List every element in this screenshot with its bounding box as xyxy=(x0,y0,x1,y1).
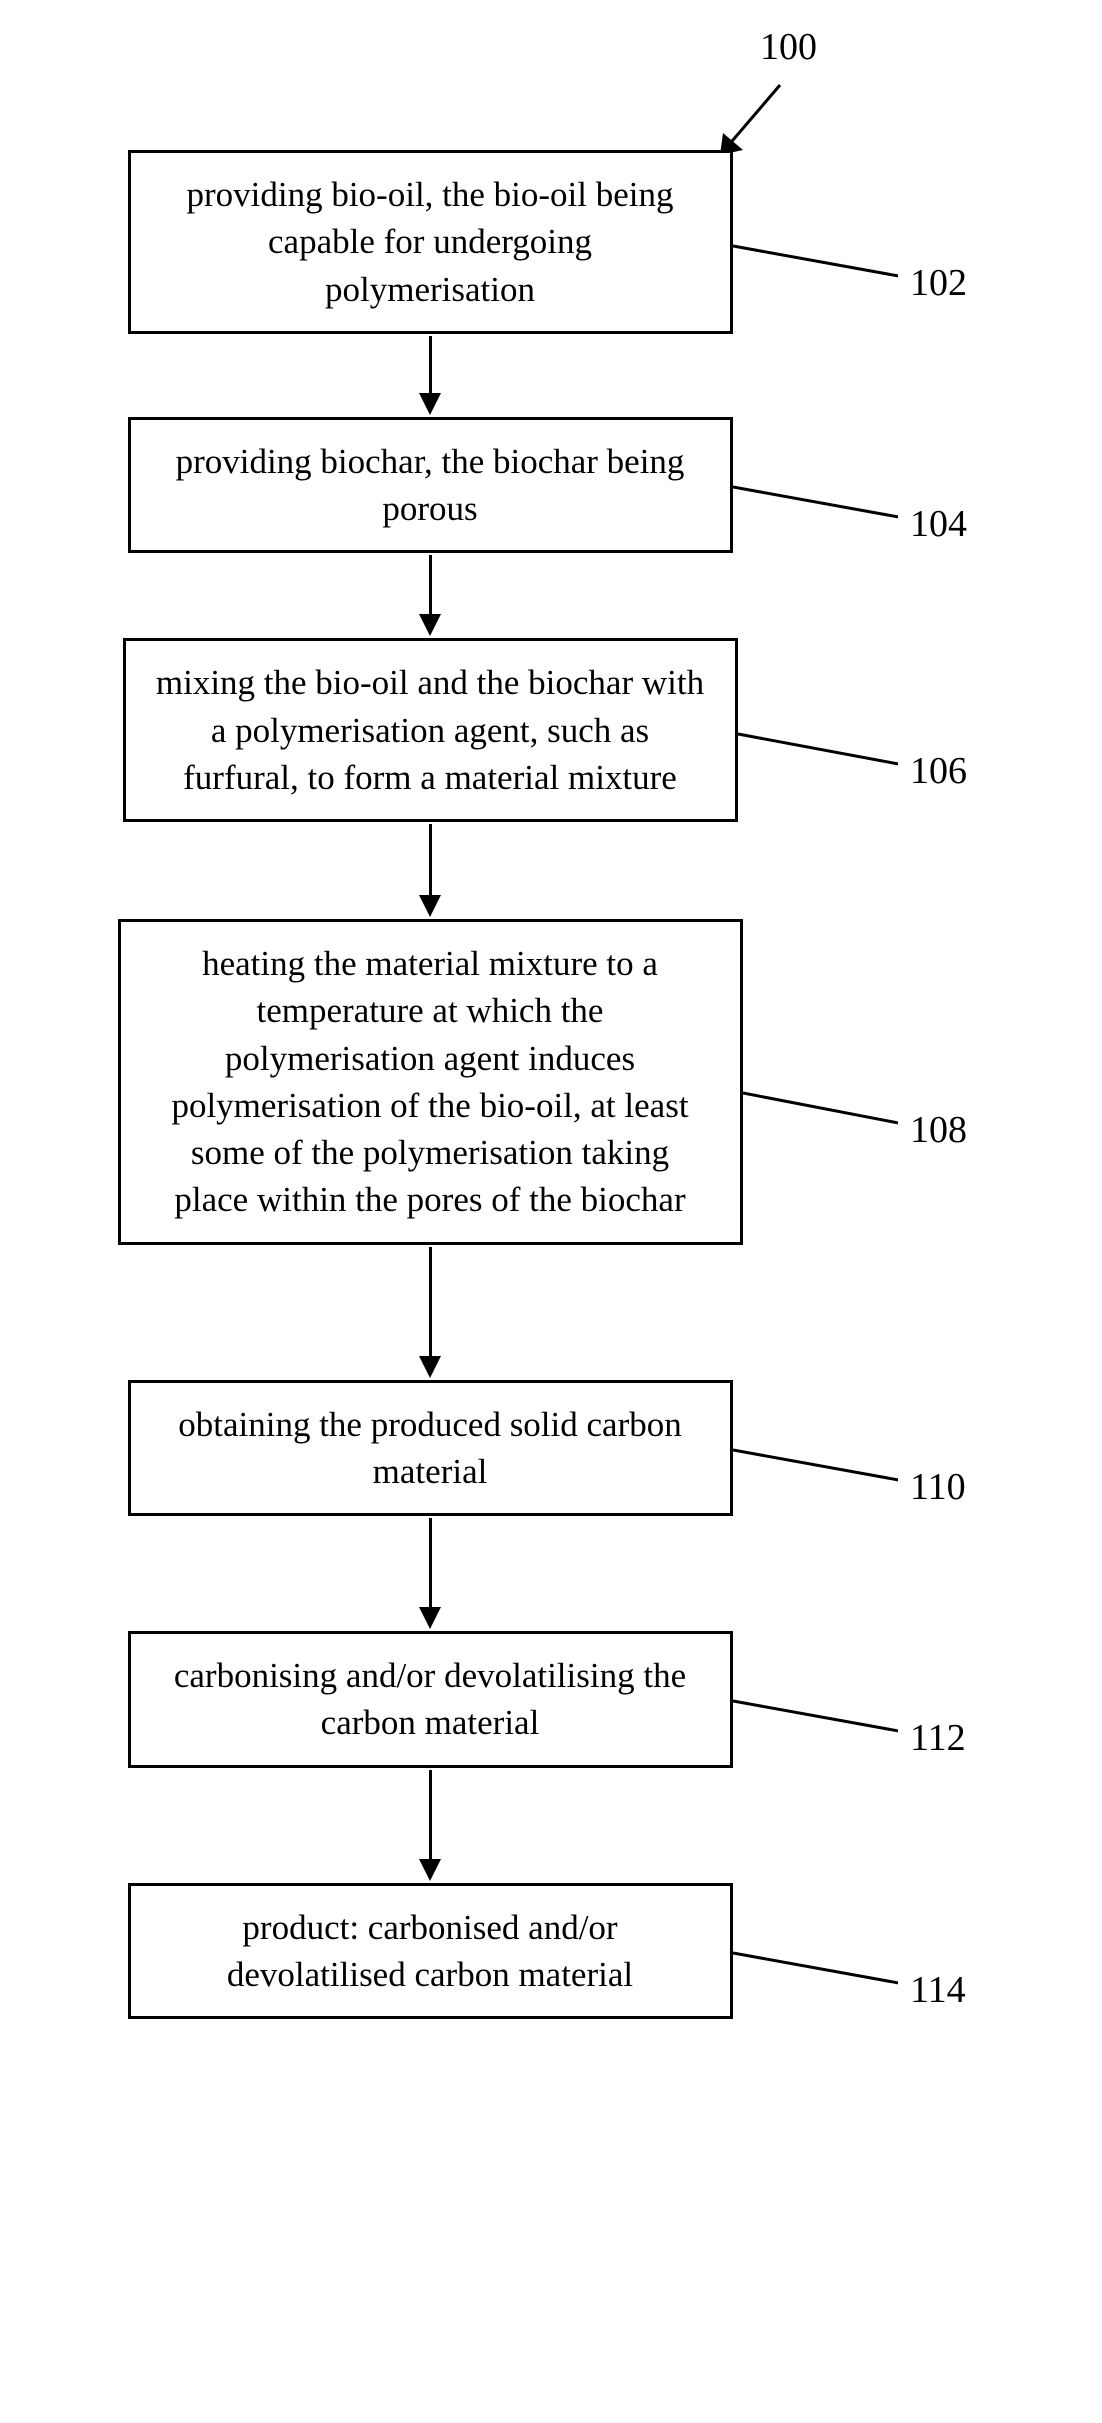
ref-label-102: 102 xyxy=(910,261,967,305)
step-box-7: product: carbonised and/or devolatilised… xyxy=(128,1883,733,2020)
flowchart-column: providing bio-oil, the bio-oil being cap… xyxy=(110,60,750,2019)
step-text-6: carbonising and/or devolatilising the ca… xyxy=(174,1656,686,1742)
ref-label-108: 108 xyxy=(910,1108,967,1152)
connector-line-3 xyxy=(738,719,899,779)
connector-line-4 xyxy=(743,1078,899,1138)
step-box-1: providing bio-oil, the bio-oil being cap… xyxy=(128,150,733,334)
arrow-3 xyxy=(419,824,441,917)
ref-label-110: 110 xyxy=(910,1465,966,1509)
arrow-6 xyxy=(419,1770,441,1881)
step-text-5: obtaining the produced solid carbon mate… xyxy=(178,1405,681,1491)
arrow-2 xyxy=(419,555,441,636)
ref-label-106: 106 xyxy=(910,749,967,793)
step-box-2: providing biochar, the biochar being por… xyxy=(128,417,733,554)
arrow-4 xyxy=(419,1247,441,1378)
connector-line-5 xyxy=(733,1435,899,1495)
flowchart-diagram: 100 providing bio-oil, the bio-oil being… xyxy=(0,60,1102,2019)
step-box-5: obtaining the produced solid carbon mate… xyxy=(128,1380,733,1517)
ref-label-104: 104 xyxy=(910,502,967,546)
connector-line-1 xyxy=(733,231,899,291)
step-box-6: carbonising and/or devolatilising the ca… xyxy=(128,1631,733,1768)
step-box-3: mixing the bio-oil and the biochar with … xyxy=(123,638,738,822)
step-text-2: providing biochar, the biochar being por… xyxy=(176,442,685,528)
step-text-1: providing bio-oil, the bio-oil being cap… xyxy=(186,175,673,309)
step-text-7: product: carbonised and/or devolatilised… xyxy=(227,1908,633,1994)
connector-line-7 xyxy=(733,1938,899,1998)
step-text-4: heating the material mixture to a temper… xyxy=(171,944,688,1219)
step-box-4: heating the material mixture to a temper… xyxy=(118,919,743,1245)
diagram-main-label: 100 xyxy=(760,25,817,69)
ref-label-114: 114 xyxy=(910,1968,966,2012)
arrow-5 xyxy=(419,1518,441,1629)
step-text-3: mixing the bio-oil and the biochar with … xyxy=(156,663,704,797)
arrow-1 xyxy=(419,336,441,415)
ref-label-112: 112 xyxy=(910,1716,966,1760)
connector-line-6 xyxy=(733,1686,899,1746)
connector-line-2 xyxy=(733,472,899,532)
